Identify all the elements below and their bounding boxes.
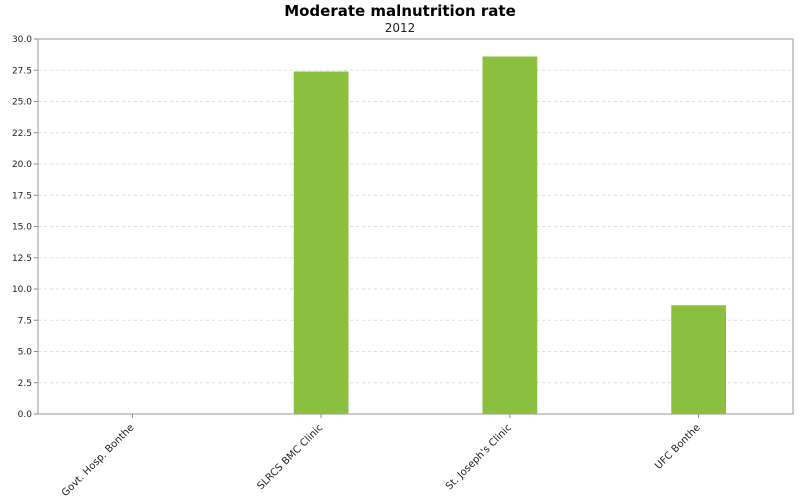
- x-tick-label: Govt. Hosp. Bonthe: [60, 422, 137, 499]
- y-tick-label: 17.5: [12, 191, 32, 201]
- y-tick-label: 0.0: [18, 410, 33, 420]
- bar: [671, 305, 726, 414]
- chart-subtitle: 2012: [384, 21, 416, 35]
- y-tick-label: 25.0: [12, 98, 32, 108]
- y-tick-label: 15.0: [12, 223, 32, 233]
- x-tick-label: St. Joseph's Clinic: [444, 422, 514, 492]
- x-tick-label: UFC Bonthe: [653, 422, 702, 471]
- plot-frame: [37, 38, 794, 415]
- y-tick-label: 7.5: [18, 316, 32, 326]
- y-tick-label: 10.0: [12, 285, 32, 295]
- y-tick-label: 30.0: [12, 35, 32, 45]
- y-tick-label: 20.0: [12, 160, 32, 170]
- y-tick-label: 2.5: [18, 379, 32, 389]
- y-tick-label: 12.5: [12, 254, 32, 264]
- y-tick-label: 27.5: [12, 66, 32, 76]
- y-tick-label: 5.0: [18, 348, 33, 358]
- y-tick-label: 22.5: [12, 129, 32, 139]
- chart-title: Moderate malnutrition rate: [284, 2, 516, 20]
- bar: [293, 71, 349, 414]
- x-tick-label: SLRCS BMC Clinic: [255, 422, 325, 492]
- bar: [482, 56, 538, 414]
